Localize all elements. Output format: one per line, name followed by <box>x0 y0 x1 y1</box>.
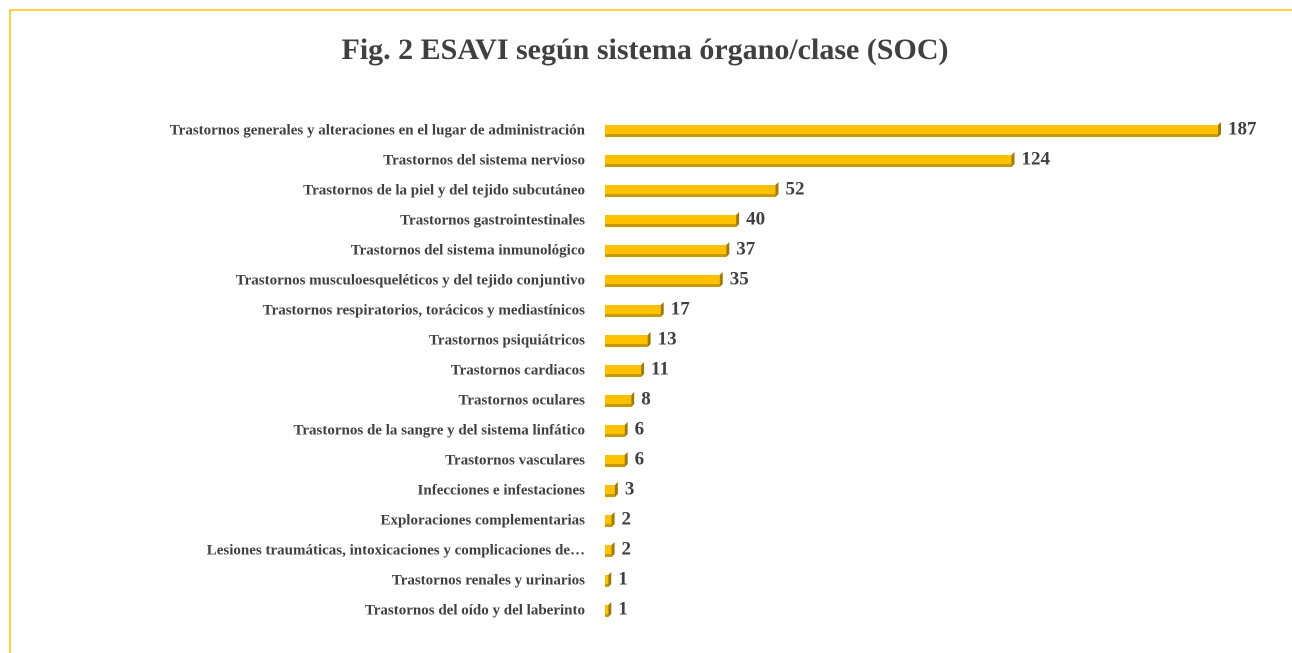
bar-side-face <box>1218 122 1221 137</box>
category-label: Infecciones e infestaciones <box>418 482 586 498</box>
category-label: Exploraciones complementarias <box>380 512 585 528</box>
bar-bottom-face <box>605 164 1012 167</box>
bar-side-face <box>719 272 723 287</box>
category-label: Trastornos renales y urinarios <box>392 572 585 588</box>
bar-side-face <box>614 482 618 497</box>
bar-bottom-face <box>605 194 776 197</box>
bar-bottom-face <box>605 284 720 287</box>
category-label: Trastornos de la sangre y del sistema li… <box>293 422 585 438</box>
category-label: Trastornos respiratorios, torácicos y me… <box>263 302 585 318</box>
bar-bottom-face <box>605 254 727 257</box>
bar-bottom-face <box>605 554 612 557</box>
category-label: Lesiones traumáticas, intoxicaciones y c… <box>207 542 585 558</box>
category-label: Trastornos del oído y del laberinto <box>365 602 585 618</box>
bar-bottom-face <box>605 224 737 227</box>
bar-side-face <box>641 362 645 377</box>
bar-bottom-face <box>605 464 625 467</box>
bar-bottom-face <box>605 584 609 587</box>
category-label: Trastornos de la piel y del tejido subcu… <box>303 182 585 198</box>
bar-bottom-face <box>605 374 642 377</box>
category-label: Trastornos psiquiátricos <box>429 332 585 348</box>
bar <box>605 605 609 617</box>
value-label: 11 <box>651 358 669 379</box>
bar-bottom-face <box>605 344 648 347</box>
value-label: 13 <box>658 328 677 349</box>
value-label: 35 <box>730 268 749 289</box>
value-label: 17 <box>671 298 691 319</box>
bar <box>605 545 612 557</box>
bar-bottom-face <box>605 524 612 527</box>
bar-bottom-face <box>605 134 1218 137</box>
value-label: 1 <box>618 598 628 619</box>
value-label: 8 <box>641 388 651 409</box>
bar-side-face <box>611 512 615 527</box>
value-label: 3 <box>625 478 635 499</box>
bar-side-face <box>647 332 651 347</box>
bar-side-face <box>624 422 628 437</box>
value-label: 1 <box>618 568 628 589</box>
category-label: Trastornos oculares <box>458 392 585 408</box>
bar-side-face <box>660 302 664 317</box>
value-label: 187 <box>1228 118 1257 139</box>
value-label: 52 <box>785 178 804 199</box>
bar-bottom-face <box>605 314 661 317</box>
bar-bottom-face <box>605 614 609 617</box>
bar-bottom-face <box>605 434 625 437</box>
category-label: Trastornos musculoesqueléticos y del tej… <box>236 272 585 288</box>
bar-side-face <box>608 602 612 617</box>
category-label: Trastornos gastrointestinales <box>400 212 585 228</box>
bar-side-face <box>624 452 628 467</box>
value-label: 2 <box>622 538 632 559</box>
bar-side-face <box>1011 152 1015 167</box>
value-label: 37 <box>736 238 756 259</box>
bar-side-face <box>726 242 730 257</box>
bar-bottom-face <box>605 404 632 407</box>
value-label: 6 <box>635 448 645 469</box>
bar-side-face <box>631 392 635 407</box>
category-label: Trastornos del sistema nervioso <box>383 152 585 168</box>
bar-bottom-face <box>605 494 615 497</box>
category-label: Trastornos cardiacos <box>451 362 585 378</box>
chart-title: Fig. 2 ESAVI según sistema órgano/clase … <box>342 33 949 66</box>
bar-side-face <box>775 182 779 197</box>
bar <box>605 575 609 587</box>
bar-side-face <box>608 572 612 587</box>
category-label: Trastornos del sistema inmunológico <box>351 242 585 258</box>
bar <box>605 515 612 527</box>
value-label: 40 <box>746 208 765 229</box>
value-label: 2 <box>622 508 632 529</box>
bar-side-face <box>736 212 740 227</box>
category-label: Trastornos vasculares <box>445 452 585 468</box>
value-label: 6 <box>635 418 645 439</box>
bar-side-face <box>611 542 615 557</box>
category-label: Trastornos generales y alteraciones en e… <box>170 122 586 138</box>
bar <box>605 485 615 497</box>
value-label: 124 <box>1021 148 1050 169</box>
